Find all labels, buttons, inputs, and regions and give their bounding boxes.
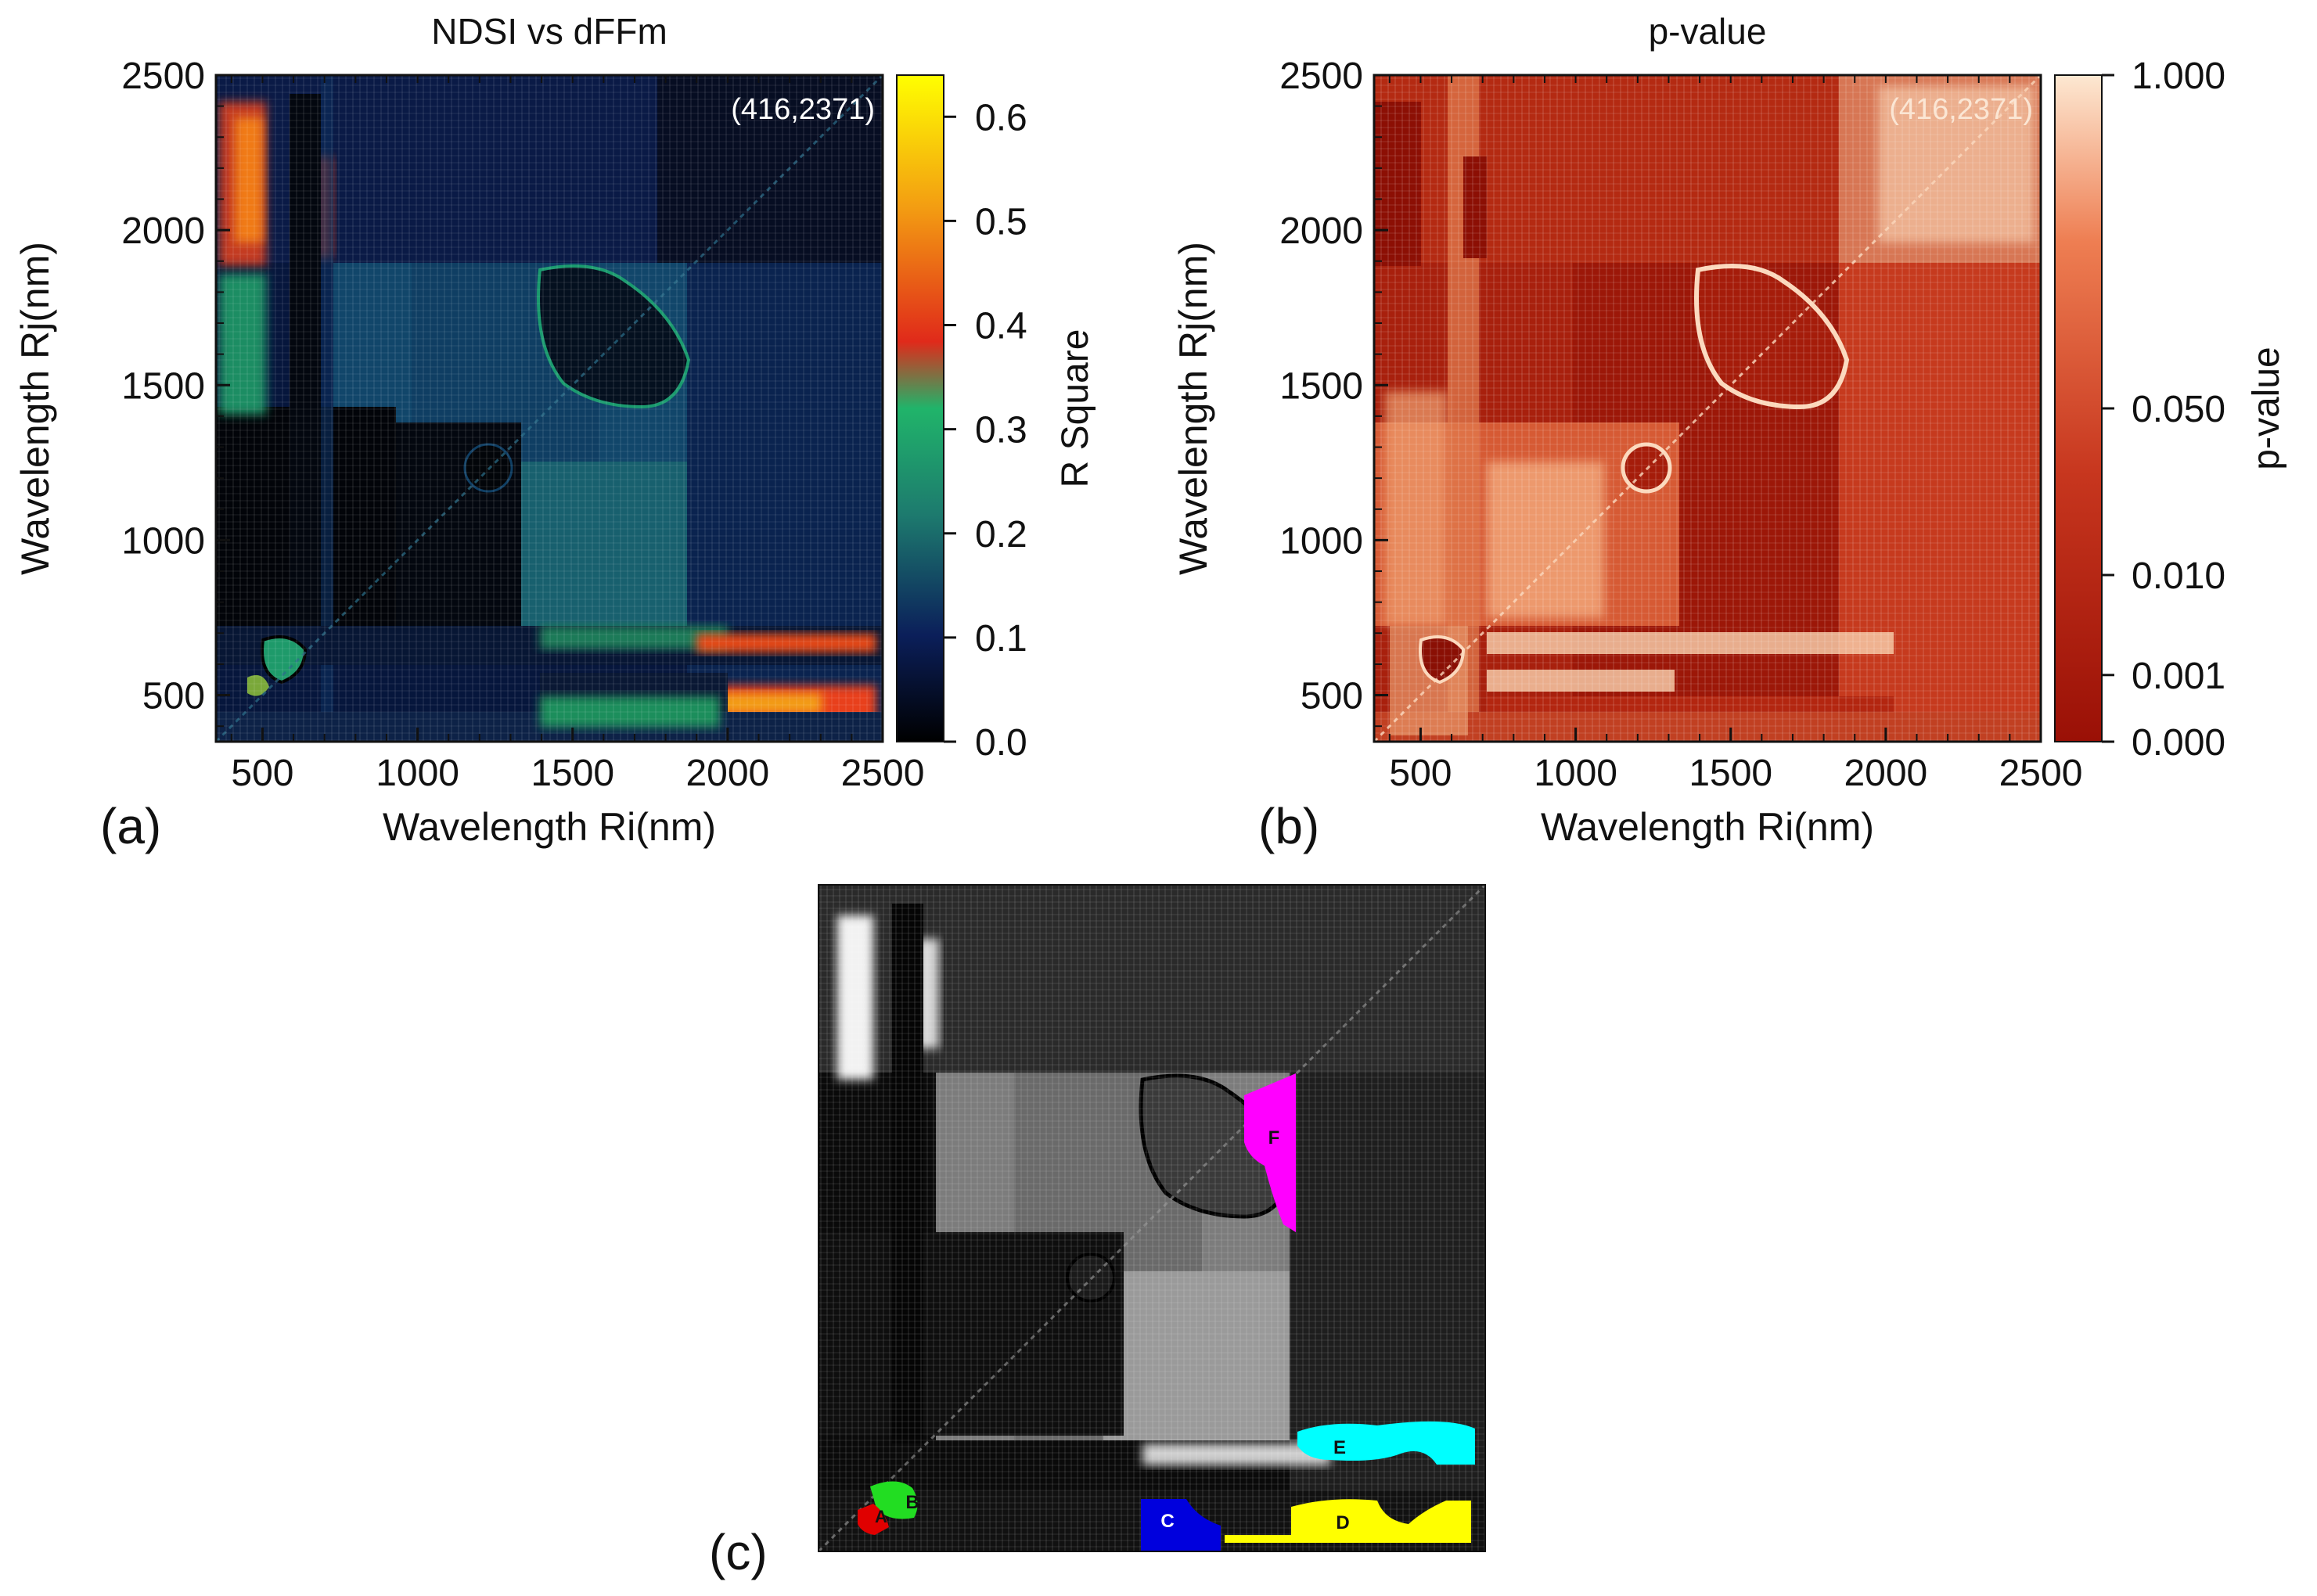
panel-a-y-tick-label: 500 <box>142 676 205 717</box>
panel-a-colorbar-tick-label: 0.1 <box>975 618 1027 660</box>
panel-b-x-tick-label: 2500 <box>1999 753 2083 794</box>
panel-a-x-tick-label: 500 <box>231 753 293 794</box>
panel-b-x-tick-label: 1000 <box>1534 753 1617 794</box>
panel-a-y-tick-label: 2500 <box>121 56 205 97</box>
panel-b-y-tick-label: 2000 <box>1279 210 1363 252</box>
panel-a: NDSI vs dFFm <box>13 11 1096 854</box>
panel-b-y-tick-label: 1000 <box>1279 520 1363 562</box>
panel-b-y-tick-label: 1500 <box>1279 365 1363 407</box>
panel-a-title: NDSI vs dFFm <box>431 11 667 52</box>
panel-a-colorbar-tick-label: 0.5 <box>975 201 1027 243</box>
panel-a-y-tick-label: 1000 <box>121 520 205 562</box>
panel-b-annotation: (416,2371) <box>1889 93 2033 126</box>
panel-a-colorbar-tick-label: 0.4 <box>975 306 1027 347</box>
region-label-f: F <box>1268 1127 1280 1148</box>
panel-a-heatmap <box>216 75 883 742</box>
panel-c: F E D C B A (c) <box>709 884 1486 1580</box>
panel-b-colorbar-tick-label: 1.000 <box>2132 56 2225 97</box>
panel-a-annotation: (416,2371) <box>731 93 875 126</box>
region-label-c: C <box>1160 1511 1174 1532</box>
panel-b-colorbar-tick-label: 0.001 <box>2132 656 2225 697</box>
panel-a-y-tick-label: 2000 <box>121 210 205 252</box>
panel-b-x-tick-label: 2000 <box>1844 753 1927 794</box>
panel-b-colorbar-tick-label: 0.000 <box>2132 722 2225 764</box>
region-label-e: E <box>1333 1437 1346 1458</box>
panel-a-colorbar-tick-label: 0.6 <box>975 97 1027 138</box>
panel-b-ylabel: Wavelength Rj(nm) <box>1171 242 1215 575</box>
panel-b-colorbar-tick-label: 0.050 <box>2132 389 2225 430</box>
panel-a-frame <box>214 74 884 743</box>
panel-c-frame <box>818 884 1486 1552</box>
panel-c-letter: (c) <box>709 1524 768 1580</box>
panel-b-x-tick-label: 1500 <box>1689 753 1772 794</box>
panel-b: p-value (416, <box>1171 11 2287 854</box>
panel-b-xlabel: Wavelength Ri(nm) <box>1541 805 1874 849</box>
panel-c-heatmap <box>819 885 1485 1551</box>
panel-a-colorbar-ticks: 0.0 0.1 0.2 0.3 0.4 0.5 0.6 <box>944 97 1027 764</box>
panel-b-letter: (b) <box>1258 798 1319 854</box>
region-label-d: D <box>1336 1512 1349 1533</box>
region-label-b: B <box>905 1492 919 1513</box>
panel-b-frame <box>1373 74 2042 743</box>
panel-b-colorbar-ticks: 0.000 0.001 0.010 0.050 1.000 <box>2102 56 2225 764</box>
panel-b-y-tick-label: 2500 <box>1279 56 1363 97</box>
panel-b-y-tick-label: 500 <box>1301 676 1363 717</box>
panel-a-axes: 500 1000 1500 2000 2500 500 1000 1500 2000 2500 <box>121 56 924 794</box>
panel-b-x-tick-label: 500 <box>1389 753 1452 794</box>
panel-a-letter: (a) <box>100 798 161 854</box>
panel-a-x-tick-label: 2500 <box>841 753 925 794</box>
panel-a-y-tick-label: 1500 <box>121 365 205 407</box>
panel-a-ylabel: Wavelength Rj(nm) <box>13 242 57 575</box>
panel-b-colorbar-label: p-value <box>2246 347 2287 469</box>
panel-a-x-tick-label: 2000 <box>685 753 769 794</box>
panel-b-heatmap <box>1374 75 2041 742</box>
region-label-a: A <box>875 1507 887 1526</box>
panel-a-x-tick-label: 1000 <box>376 753 459 794</box>
panel-a-xlabel: Wavelength Ri(nm) <box>383 805 716 849</box>
panel-a-colorbar-tick-label: 0.0 <box>975 722 1027 764</box>
panel-b-axes: 500 1000 1500 2000 2500 500 1000 1500 2000 2500 <box>1279 56 2082 794</box>
panel-a-colorbar-tick-label: 0.2 <box>975 514 1027 555</box>
panel-a-colorbar-tick-label: 0.3 <box>975 410 1027 451</box>
panel-a-x-tick-label: 1500 <box>531 753 614 794</box>
panel-a-colorbar-label: R Square <box>1055 329 1096 488</box>
panel-b-title: p-value <box>1649 11 1767 52</box>
panel-b-colorbar <box>2054 74 2103 742</box>
panel-a-colorbar <box>896 74 944 742</box>
panel-b-colorbar-tick-label: 0.010 <box>2132 555 2225 597</box>
